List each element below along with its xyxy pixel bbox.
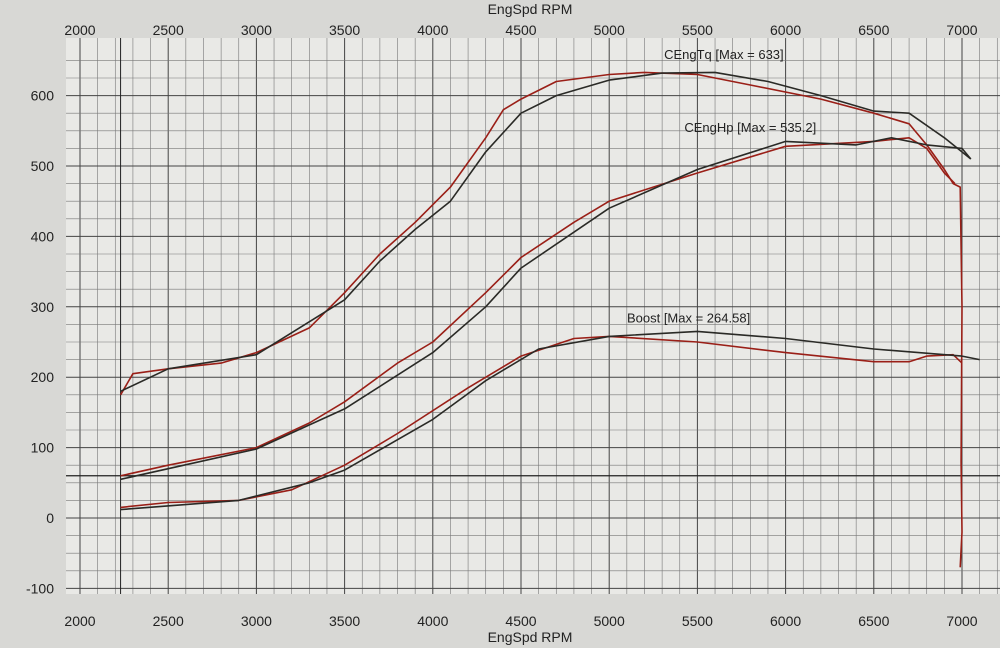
series-lines (119, 71, 980, 568)
x-tick-label-top: 5000 (594, 22, 625, 38)
x-tick-label-top: 5500 (682, 22, 713, 38)
x-tick-label-top: 4500 (505, 22, 536, 38)
x-tick-label: 2000 (64, 613, 95, 629)
x-tick-label-top: 3500 (329, 22, 360, 38)
ticks: 2000200025002500300030003500350040004000… (26, 22, 978, 629)
x-axis-label-top: EngSpd RPM (488, 1, 573, 17)
annotations: CEngTq [Max = 633] CEngHp [Max = 535.2] Bo… (627, 47, 816, 325)
x-tick-label: 5500 (682, 613, 713, 629)
series-annotation: CEngTq [Max = 633] (664, 47, 784, 62)
series-line-cengtq-run-2 (120, 71, 972, 393)
x-tick-label-top: 6000 (770, 22, 801, 38)
series-line-boost-run-1 (120, 335, 963, 509)
y-tick-label: 500 (31, 158, 55, 174)
x-tick-label-top: 7000 (946, 22, 977, 38)
x-tick-label-top: 3000 (241, 22, 272, 38)
y-tick-label: -100 (26, 580, 54, 596)
y-tick-label: 200 (31, 369, 55, 385)
x-tick-label: 3000 (241, 613, 272, 629)
y-tick-label: 100 (31, 440, 55, 456)
x-tick-label: 4500 (505, 613, 536, 629)
series-line-cenghp-run-2 (120, 137, 972, 481)
x-tick-label-top: 6500 (858, 22, 889, 38)
series-line-boost-run-2 (120, 330, 980, 511)
x-tick-label: 6000 (770, 613, 801, 629)
series-line-cengtq-run-1 (119, 71, 963, 568)
x-tick-label: 2500 (153, 613, 184, 629)
plot-area (66, 38, 1000, 594)
y-tick-label: 600 (31, 88, 55, 104)
x-tick-label-top: 4000 (417, 22, 448, 38)
x-tick-label: 4000 (417, 613, 448, 629)
x-tick-label: 3500 (329, 613, 360, 629)
x-tick-label: 7000 (946, 613, 977, 629)
x-axis-label: EngSpd RPM (488, 629, 573, 645)
series-annotation: Boost [Max = 264.58] (627, 310, 750, 325)
series-line-cenghp-run-1 (120, 137, 956, 477)
y-tick-label: 0 (46, 510, 54, 526)
y-tick-label: 400 (31, 228, 55, 244)
x-tick-label-top: 2500 (153, 22, 184, 38)
y-tick-label: 300 (31, 299, 55, 315)
grid (66, 38, 1000, 594)
x-tick-label: 6500 (858, 613, 889, 629)
series-annotation: CEngHp [Max = 535.2] (684, 120, 816, 135)
x-tick-label-top: 2000 (64, 22, 95, 38)
x-tick-label: 5000 (594, 613, 625, 629)
